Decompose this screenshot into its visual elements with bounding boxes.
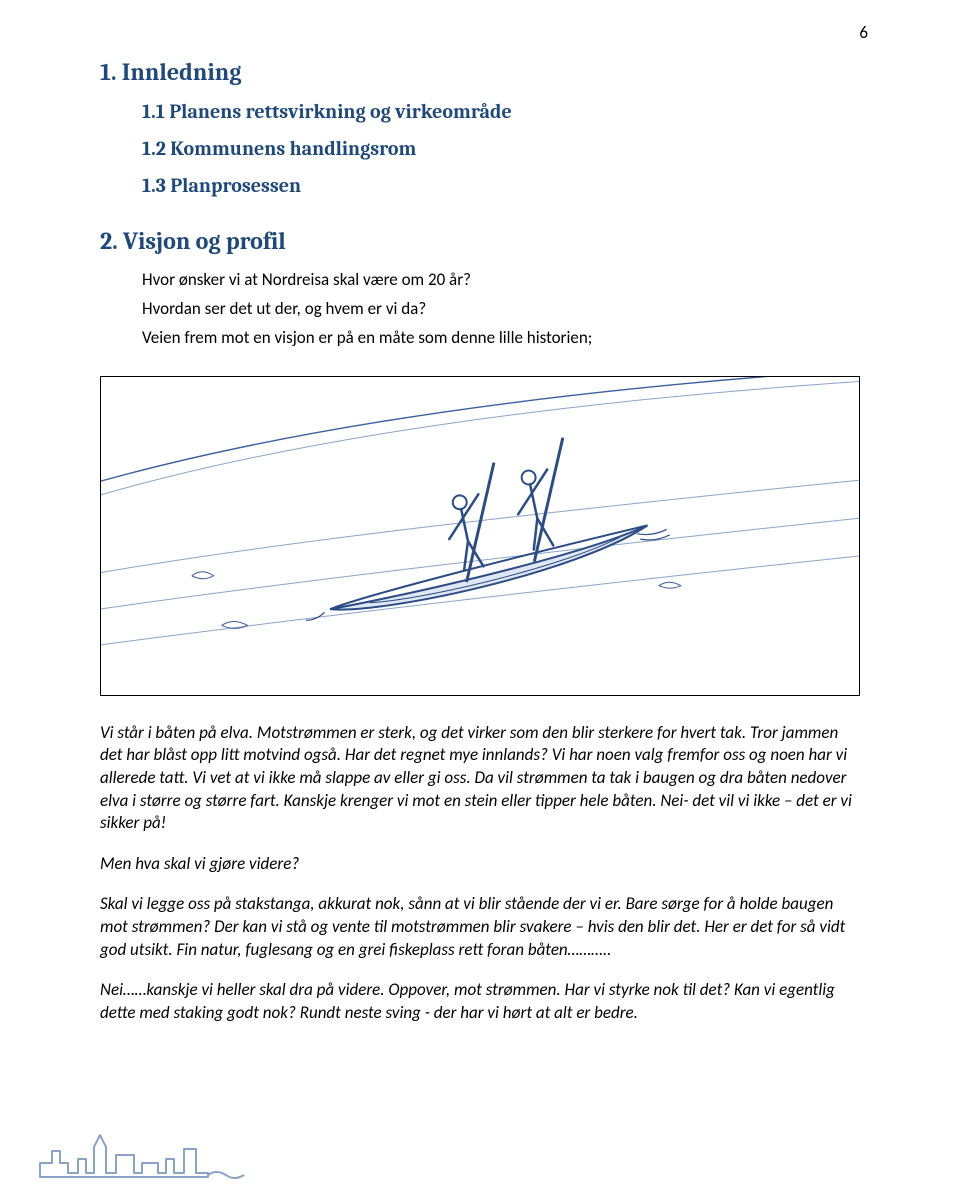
heading-1-innledning: 1. Innledning	[100, 58, 860, 86]
intro-para-1: Hvor ønsker vi at Nordreisa skal være om…	[142, 269, 860, 292]
heading-number: 1.	[100, 58, 117, 86]
intro-block: Hvor ønsker vi at Nordreisa skal være om…	[142, 269, 860, 350]
heading-text: Visjon og profil	[123, 227, 286, 255]
heading-2-visjon: 2. Visjon og profil	[100, 227, 860, 255]
body-para-2: Men hva skal vi gjøre videre?	[100, 853, 860, 876]
footer-skyline-icon	[38, 1129, 248, 1181]
body-para-1: Vi står i båten på elva. Motstrømmen er …	[100, 722, 860, 835]
document-page: 6 1. Innledning 1.1 Planens rettsvirknin…	[0, 0, 960, 1191]
page-number: 6	[859, 22, 868, 43]
heading-number: 2.	[100, 227, 118, 255]
body-para-4: Nei……kanskje vi heller skal dra på vider…	[100, 979, 860, 1024]
heading-1-3: 1.3 Planprosessen	[142, 174, 860, 197]
heading-1-2: 1.2 Kommunens handlingsrom	[142, 137, 860, 160]
body-para-3: Skal vi legge oss på stakstanga, akkurat…	[100, 893, 860, 961]
heading-text: Innledning	[122, 58, 242, 86]
illustration-river-boat	[100, 376, 860, 696]
intro-para-2: Hvordan ser det ut der, og hvem er vi da…	[142, 298, 860, 321]
river-boat-svg	[101, 377, 859, 695]
intro-para-3: Veien frem mot en visjon er på en måte s…	[142, 327, 860, 350]
heading-1-1: 1.1 Planens rettsvirkning og virkeområde	[142, 100, 860, 123]
